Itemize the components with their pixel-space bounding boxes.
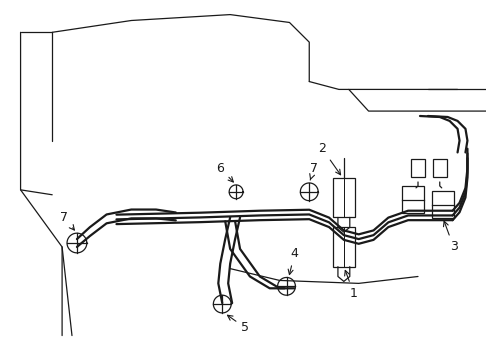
Bar [332,178,354,217]
Bar [332,227,354,267]
Text: 5: 5 [227,315,248,334]
Text: 7: 7 [60,211,74,230]
Bar [401,186,423,213]
Text: 3: 3 [443,221,457,253]
Text: 1: 1 [344,270,357,300]
Text: 2: 2 [318,142,340,175]
Text: 7: 7 [309,162,318,180]
Bar [410,159,424,177]
Bar [432,159,446,177]
Bar [431,191,453,219]
Text: 6: 6 [216,162,233,182]
Text: 4: 4 [287,247,298,275]
